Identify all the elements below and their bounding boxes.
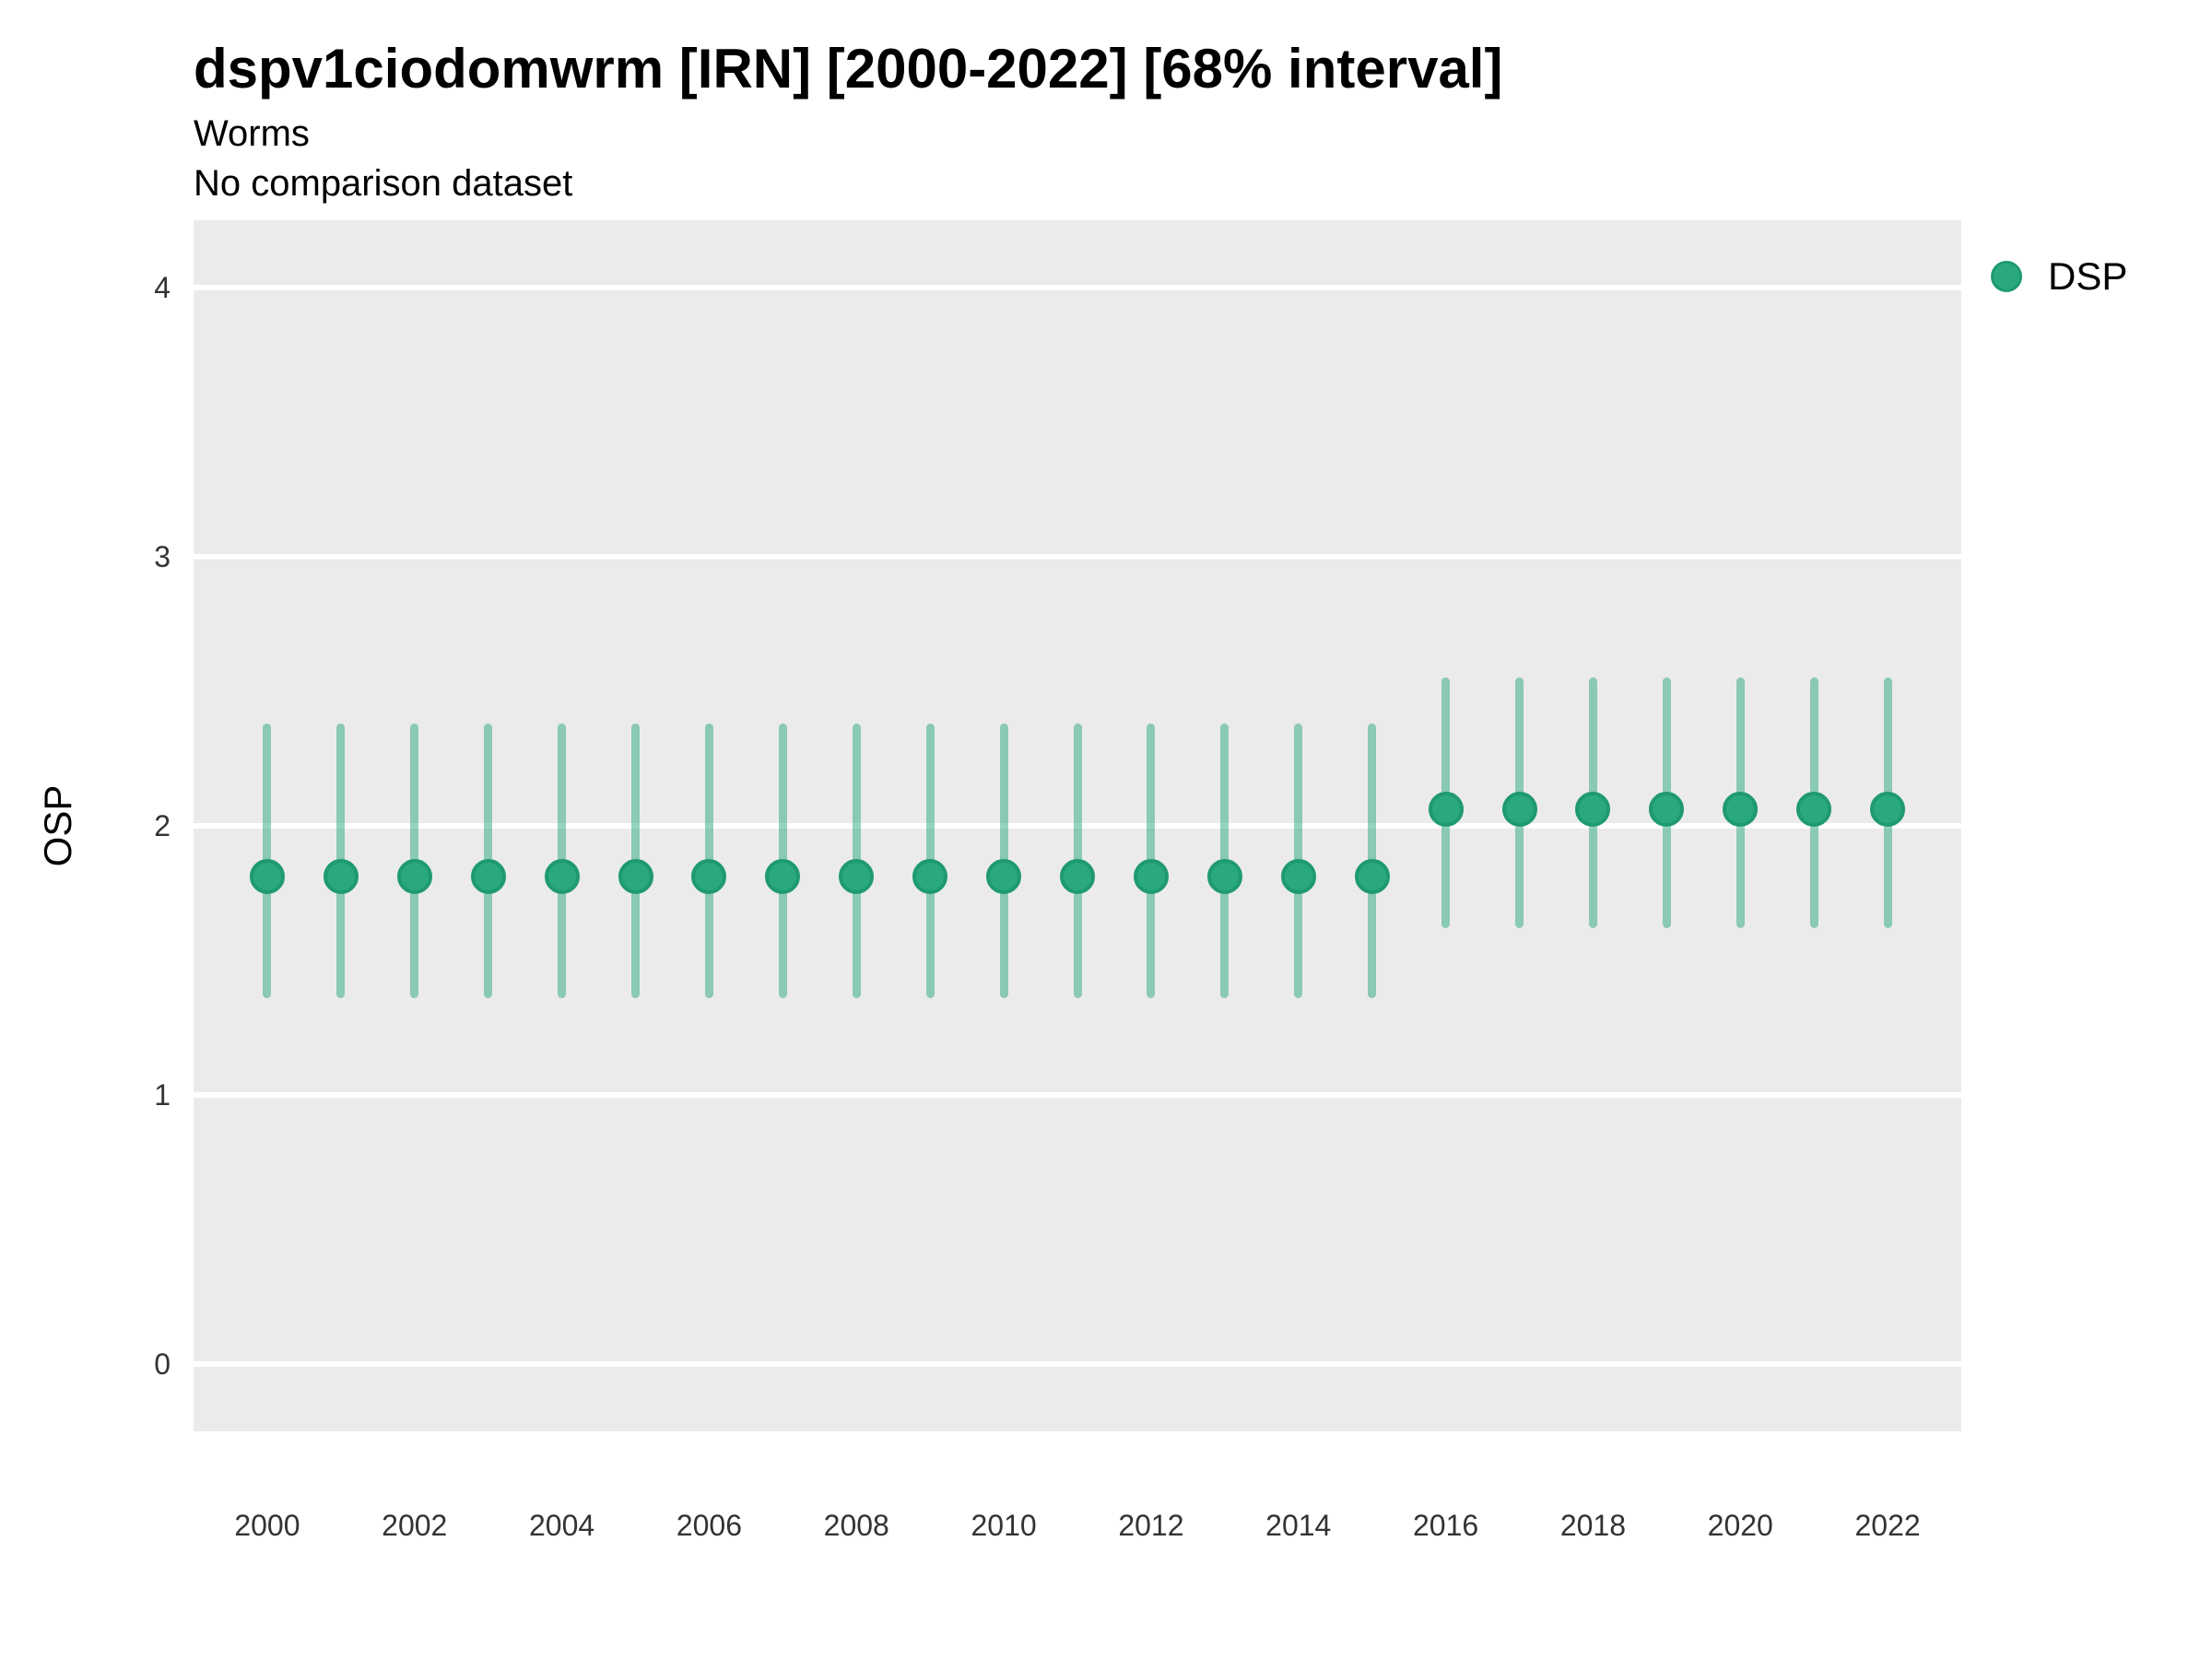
x-axis-tick-label: 2022: [1854, 1509, 1921, 1542]
x-axis-tick-label: 2000: [234, 1509, 300, 1542]
data-point: [691, 859, 727, 895]
data-point: [765, 859, 801, 895]
data-point: [1428, 792, 1464, 828]
y-axis-tick-label: 4: [154, 271, 171, 304]
data-point: [1206, 859, 1242, 895]
legend: DSP: [1991, 254, 2127, 299]
gridline: [194, 1092, 1961, 1098]
gridline: [194, 554, 1961, 559]
data-point: [470, 859, 506, 895]
data-point: [396, 859, 432, 895]
data-point: [1870, 792, 1906, 828]
data-point: [1501, 792, 1537, 828]
x-axis-tick-label: 2016: [1412, 1509, 1479, 1542]
legend-label: DSP: [2048, 254, 2128, 298]
data-point: [249, 859, 285, 895]
data-point: [1354, 859, 1390, 895]
x-axis-tick-label: 2004: [528, 1509, 595, 1542]
x-axis-tick-label: 2018: [1559, 1509, 1626, 1542]
y-axis-tick-label: 0: [154, 1347, 171, 1381]
data-point: [986, 859, 1022, 895]
x-axis-tick-label: 2008: [823, 1509, 889, 1542]
data-point: [544, 859, 580, 895]
data-point: [1575, 792, 1611, 828]
data-point: [1649, 792, 1685, 828]
x-axis-tick-label: 2012: [1118, 1509, 1184, 1542]
chart-title: dspv1ciodomwrm [IRN] [2000-2022] [68% in…: [194, 38, 1503, 100]
chart-subtitle: Worms: [194, 113, 310, 154]
data-point: [323, 859, 359, 895]
gridline: [194, 285, 1961, 290]
y-axis-tick-label: 2: [154, 809, 171, 842]
y-axis-tick-label: 3: [154, 540, 171, 573]
y-axis-tick-label: 1: [154, 1078, 171, 1112]
data-point: [1280, 859, 1316, 895]
comparison-note: No comparison dataset: [194, 163, 573, 204]
data-point: [1060, 859, 1095, 895]
data-point: [1133, 859, 1169, 895]
x-axis-tick-label: 2006: [676, 1509, 742, 1542]
x-axis-tick-label: 2014: [1265, 1509, 1332, 1542]
data-point: [839, 859, 875, 895]
data-point: [912, 859, 948, 895]
data-point: [618, 859, 653, 895]
data-point: [1796, 792, 1832, 828]
gridline: [194, 1361, 1961, 1367]
data-point: [1723, 792, 1759, 828]
x-axis-tick-label: 2010: [971, 1509, 1037, 1542]
x-axis-tick-label: 2020: [1707, 1509, 1773, 1542]
legend-marker-icon: [1991, 261, 2022, 292]
x-axis-tick-label: 2002: [382, 1509, 448, 1542]
plot-panel: [194, 220, 1961, 1431]
